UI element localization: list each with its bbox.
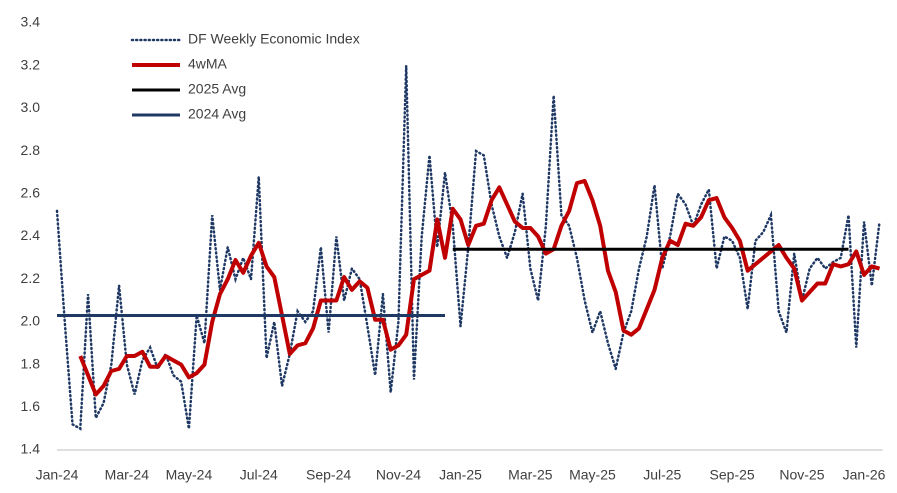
x-tick-label: May-25 (569, 467, 616, 483)
x-tick-label: Mar-24 (105, 467, 150, 483)
y-tick-label: 1.8 (21, 355, 41, 371)
x-tick-label: Jan-24 (36, 467, 79, 483)
y-tick-label: 3.0 (21, 99, 41, 115)
legend-label: 2024 Avg (188, 106, 246, 122)
x-tick-label: Jul-24 (240, 467, 278, 483)
y-tick-label: 2.6 (21, 185, 41, 201)
legend-label: DF Weekly Economic Index (188, 31, 360, 47)
series-line (55, 65, 881, 431)
x-tick-label: Sep-25 (710, 467, 755, 483)
legend-label: 2025 Avg (188, 81, 246, 97)
x-tick-label: Jul-25 (643, 467, 681, 483)
y-tick-label: 2.4 (21, 227, 41, 243)
y-tick-label: 3.2 (21, 56, 41, 72)
x-tick-label: May-24 (166, 467, 213, 483)
series-line (78, 178, 881, 397)
y-tick-label: 3.4 (21, 14, 41, 30)
y-tick-label: 1.4 (21, 441, 41, 457)
y-tick-label: 1.6 (21, 398, 41, 414)
y-tick-label: 2.8 (21, 142, 41, 158)
x-tick-label: Jan-26 (843, 467, 886, 483)
x-tick-label: Jan-25 (439, 467, 482, 483)
y-tick-label: 2.0 (21, 313, 41, 329)
y-tick-label: 2.2 (21, 270, 41, 286)
legend-label: 4wMA (188, 56, 228, 72)
x-tick-label: Nov-24 (376, 467, 421, 483)
x-tick-label: Nov-25 (779, 467, 824, 483)
x-tick-label: Sep-24 (306, 467, 351, 483)
x-tick-label: Mar-25 (508, 467, 553, 483)
